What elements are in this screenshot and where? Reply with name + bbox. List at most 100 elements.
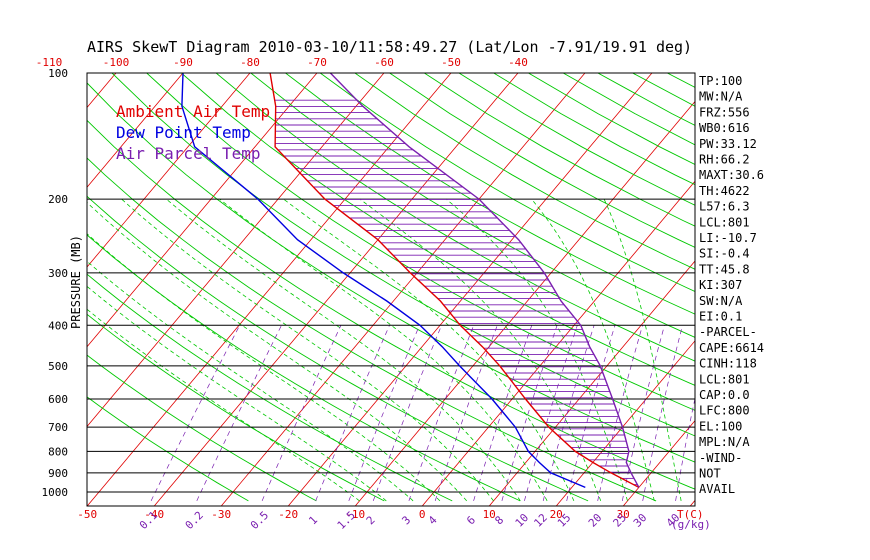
pressure-tick-label: 200 [48,193,68,206]
dry-adiabat-line [87,119,695,490]
moist-adiabat-line [121,198,494,502]
mixing-ratio-line [542,325,595,501]
index-entry: MW:N/A [699,90,743,104]
index-entry: TP:100 [699,74,742,88]
isotherm-line [555,340,695,506]
mixing-axis-label: (g/kg) [671,518,711,531]
temp-tick-label-bottom: 30 [617,508,630,521]
index-entry: CINH:118 [699,357,757,371]
legend-entry: Air Parcel Temp [116,144,261,163]
moist-adiabat-line [87,233,441,502]
temp-tick-label-bottom: 10 [483,508,496,521]
dry-adiabat-line [319,73,695,292]
index-entry: LCL:801 [699,215,750,229]
mixing-ratio-tick-label: 8 [492,513,506,527]
mixing-ratio-line [315,325,390,502]
mixing-ratio-line [524,325,578,501]
mixing-ratio-line [261,325,342,502]
mixing-ratio-line [196,325,282,502]
dry-adiabat-line [87,273,453,502]
legend-entry: Dew Point Temp [116,123,251,142]
temp-tick-labels-bottom: -50 -40 -30 -20 -10 0 10 20 30 [77,508,630,521]
mixing-ratio-line [621,325,665,501]
mixing-ratio-tick-label: 3 [399,513,413,527]
pressure-tick-label: 100 [48,67,68,80]
legend: Ambient Air Temp Dew Point Temp Air Parcel… [116,102,270,163]
mixing-ratio-tick-label: 6 [464,513,478,527]
isotherm-line [87,73,184,188]
mixing-ratio-lines [150,325,695,502]
mixing-ratio-line [501,325,558,501]
index-entry: FRZ:556 [699,105,750,119]
pressure-tick-label: 700 [48,421,68,434]
index-entry: MPL:N/A [699,435,750,449]
isotherm-line [87,73,318,348]
isotherm-line [153,73,519,506]
index-entry: -WIND- [699,451,742,465]
isotherm-line [87,73,452,506]
isotherm-line [622,419,695,506]
temp-tick-label-bottom: -40 [144,508,164,521]
mixing-ratio-line [675,396,695,501]
dry-adiabat-line [354,73,695,270]
mixing-ratio-line [642,325,683,501]
index-entry: EI:0.1 [699,310,742,324]
plot-frame [86,72,696,507]
moist-adiabat-line [87,308,360,502]
chart-title: AIRS SkewT Diagram 2010-03-10/11:58:49.2… [87,38,692,56]
pressure-tick-label: 300 [48,267,68,280]
index-entry: NOT [699,467,721,481]
series-line-1 [269,73,640,489]
dry-adiabat-line [87,195,589,502]
isotherm-line [749,63,870,516]
moist-adiabat-line [87,285,387,502]
mixing-ratio-tick-label: 12 [531,511,550,530]
index-entry: CAP:0.0 [699,388,750,402]
temp-tick-label-top: -40 [508,56,528,69]
temp-tick-label-top: -110 [36,56,63,69]
dry-adiabat-line [87,396,249,502]
dry-adiabat-line [87,354,317,502]
isotherm-line [87,73,251,268]
mixing-ratio-line [473,325,533,501]
moist-adiabat-line [87,201,468,502]
legend-entry: Ambient Air Temp [116,102,270,121]
dry-adiabat-line [87,313,385,502]
isotherm-line [287,73,653,506]
mixing-ratio-line [597,325,643,501]
mixing-ratio-tick-label: 10 [513,511,532,530]
moist-adiabat-line [359,198,602,502]
index-entry: KI:307 [699,278,742,292]
y-axis-label: PRESSURE (MB) [69,235,83,329]
moist-adiabat-lines [87,198,682,502]
temp-tick-label-bottom: 0 [419,508,426,521]
dry-adiabat-line [250,73,695,338]
dry-adiabat-line [181,73,695,386]
index-entry: LCL:801 [699,372,750,386]
mixing-ratio-tick-label: 20 [586,511,605,530]
index-entry: MAXT:30.6 [699,168,764,182]
moist-adiabat-line [446,198,628,502]
pressure-tick-label: 600 [48,393,68,406]
isotherm-line [488,260,695,506]
pressure-tick-label: 800 [48,445,68,458]
moist-adiabat-line [166,198,521,502]
isotherm-lines [87,63,870,516]
mixing-ratio-line [434,325,498,502]
pressure-tick-labels: 100 200 300 400 500 600 700 800 900 1000 [42,67,69,499]
pressure-tick-label: 900 [48,467,68,480]
temp-tick-label-bottom: -20 [278,508,298,521]
temp-tick-label-top: -70 [307,56,327,69]
isotherm-line [87,73,385,428]
dry-adiabat-line [771,73,870,501]
index-entry: SW:N/A [699,294,743,308]
index-entry: -PARCEL- [699,325,757,339]
temp-tick-label-top: -100 [103,56,130,69]
index-entry: TT:45.8 [699,262,750,276]
temp-tick-label-top: -50 [441,56,461,69]
index-entry: AVAIL [699,482,735,496]
mixing-ratio-tick-label: 0.2 [183,509,206,532]
isobar-lines [87,198,695,493]
profile-series [181,73,640,489]
pressure-tick-label: 500 [48,360,68,373]
